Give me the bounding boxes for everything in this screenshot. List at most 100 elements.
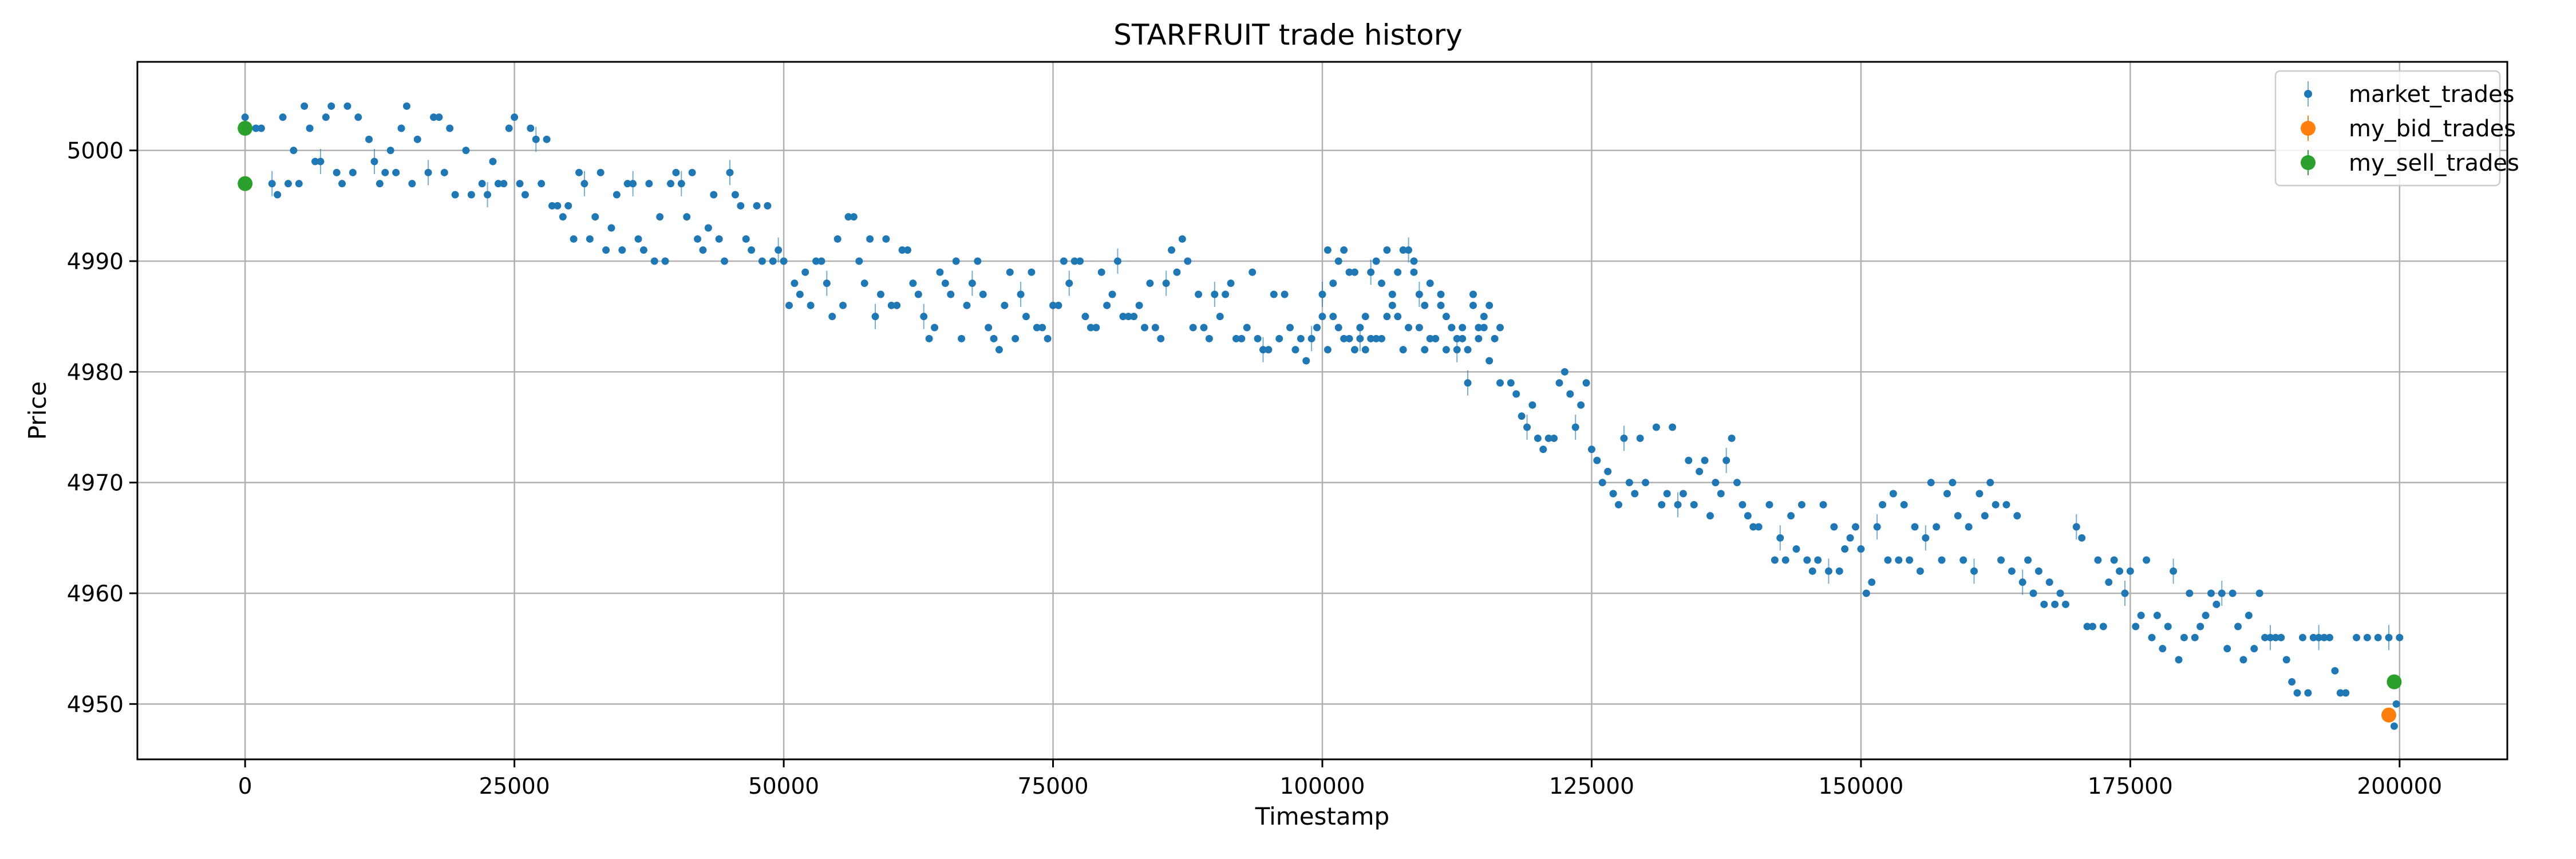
market-trade-point: [1383, 246, 1391, 254]
market-trade-point: [2304, 689, 2312, 697]
market-trade-point: [1652, 423, 1660, 431]
market-trade-point: [1475, 324, 1483, 332]
market-trade-point: [1410, 257, 1418, 265]
market-trade-point: [2034, 567, 2042, 575]
market-trade-point: [1582, 379, 1590, 387]
market-trade-point: [1065, 279, 1073, 287]
market-trade-point: [833, 235, 841, 243]
market-trade-point: [1550, 434, 1558, 442]
market-trade-point: [1755, 523, 1763, 531]
legend-box: [2274, 70, 2501, 187]
x-tick-label: 125000: [1549, 774, 1634, 799]
market-trade-point: [1862, 589, 1870, 597]
market-trade-point: [775, 246, 783, 254]
market-trade-point: [2013, 512, 2021, 520]
market-trade-point: [1157, 334, 1165, 342]
y-tick-label: 4990: [67, 249, 124, 275]
market-trade-point: [1399, 246, 1407, 254]
market-trade-point: [1744, 512, 1752, 520]
market-trade-point: [370, 157, 378, 166]
market-trade-point: [1103, 301, 1111, 309]
market-trade-point: [623, 180, 631, 188]
market-trade-point: [343, 102, 351, 110]
x-tick-label: 25000: [479, 774, 550, 799]
market-trade-point: [1544, 434, 1552, 442]
x-axis-label: Timestamp: [1255, 802, 1389, 830]
y-tick-label: 4950: [67, 692, 124, 718]
market-trade-point: [575, 168, 583, 176]
market-trade-point: [2207, 589, 2215, 597]
market-trade-point: [564, 202, 572, 210]
market-trade-point: [1571, 423, 1579, 431]
market-trade-point: [1631, 490, 1639, 498]
market-trade-point: [1701, 456, 1709, 464]
market-trade-point: [1124, 313, 1132, 321]
x-tick-label: 100000: [1280, 774, 1365, 799]
market-trade-point: [2326, 633, 2333, 641]
market-trade-point: [1824, 567, 1832, 575]
market-trade-point: [1480, 324, 1488, 332]
market-trade-point: [1243, 324, 1251, 332]
market-trade-point: [828, 313, 836, 321]
market-trade-point: [1797, 501, 1805, 509]
market-trade-point: [742, 235, 750, 243]
market-trade-point: [1453, 334, 1461, 342]
market-trade-point: [570, 235, 578, 243]
market-trade-point: [1841, 545, 1849, 553]
my-sell-trades-point: [2387, 674, 2402, 689]
market-trade-point: [1421, 346, 1429, 354]
market-trade-point: [446, 124, 454, 132]
market-trade-point: [672, 168, 680, 176]
market-trade-point: [1485, 357, 1494, 365]
market-trade-point: [290, 147, 298, 155]
market-trade-point: [1189, 324, 1197, 332]
market-trade-point: [1712, 479, 1720, 487]
market-trade-point: [462, 147, 470, 155]
market-trade-point: [381, 168, 389, 176]
market-trade-point: [1959, 556, 1967, 564]
market-trade-point: [2024, 556, 2032, 564]
market-trade-point: [1873, 523, 1881, 531]
market-trade-point: [1038, 324, 1046, 332]
market-trade-point: [2212, 600, 2221, 608]
market-trade-point: [1345, 334, 1353, 342]
market-trade-point: [322, 113, 330, 121]
market-trade-point: [279, 113, 287, 121]
market-trade-point: [2072, 523, 2080, 531]
market-trade-point: [2002, 501, 2010, 509]
market-trade-point: [435, 113, 443, 121]
market-trade-point: [1378, 279, 1385, 287]
market-trade-point: [1992, 501, 2000, 509]
market-trade-point: [295, 180, 303, 188]
my-bid-trades-point: [2381, 707, 2396, 723]
market-trade-point: [2293, 689, 2301, 697]
market-trade-point: [1076, 257, 1084, 265]
market-trade-point: [1270, 290, 1278, 298]
market-trade-point: [936, 268, 944, 276]
market-trade-point: [2040, 600, 2048, 608]
my-sell-trades-point: [238, 176, 253, 191]
market-trade-point: [979, 290, 987, 298]
market-trade-point: [634, 235, 642, 243]
market-trade-point: [731, 191, 739, 199]
market-trade-point: [871, 313, 879, 321]
my-sell-trades-point: [238, 121, 253, 136]
market-trade-point: [1168, 246, 1176, 254]
market-trade-point: [1728, 434, 1736, 442]
market-trade-point: [327, 102, 335, 110]
market-trade-point: [1916, 567, 1924, 575]
market-trade-point: [257, 124, 265, 132]
market-trade-point: [699, 246, 707, 254]
market-trade-point: [1475, 334, 1483, 342]
market-trade-point: [1205, 334, 1213, 342]
market-trade-point: [1437, 301, 1445, 309]
market-trade-point: [1211, 290, 1219, 298]
market-trade-point: [2186, 589, 2194, 597]
x-tick-label: 0: [238, 774, 252, 799]
market-trade-point: [1771, 556, 1779, 564]
market-trade-point: [451, 191, 459, 199]
market-trade-point: [1690, 501, 1698, 509]
market-trade-point: [397, 124, 405, 132]
market-trade-point: [1334, 257, 1342, 265]
